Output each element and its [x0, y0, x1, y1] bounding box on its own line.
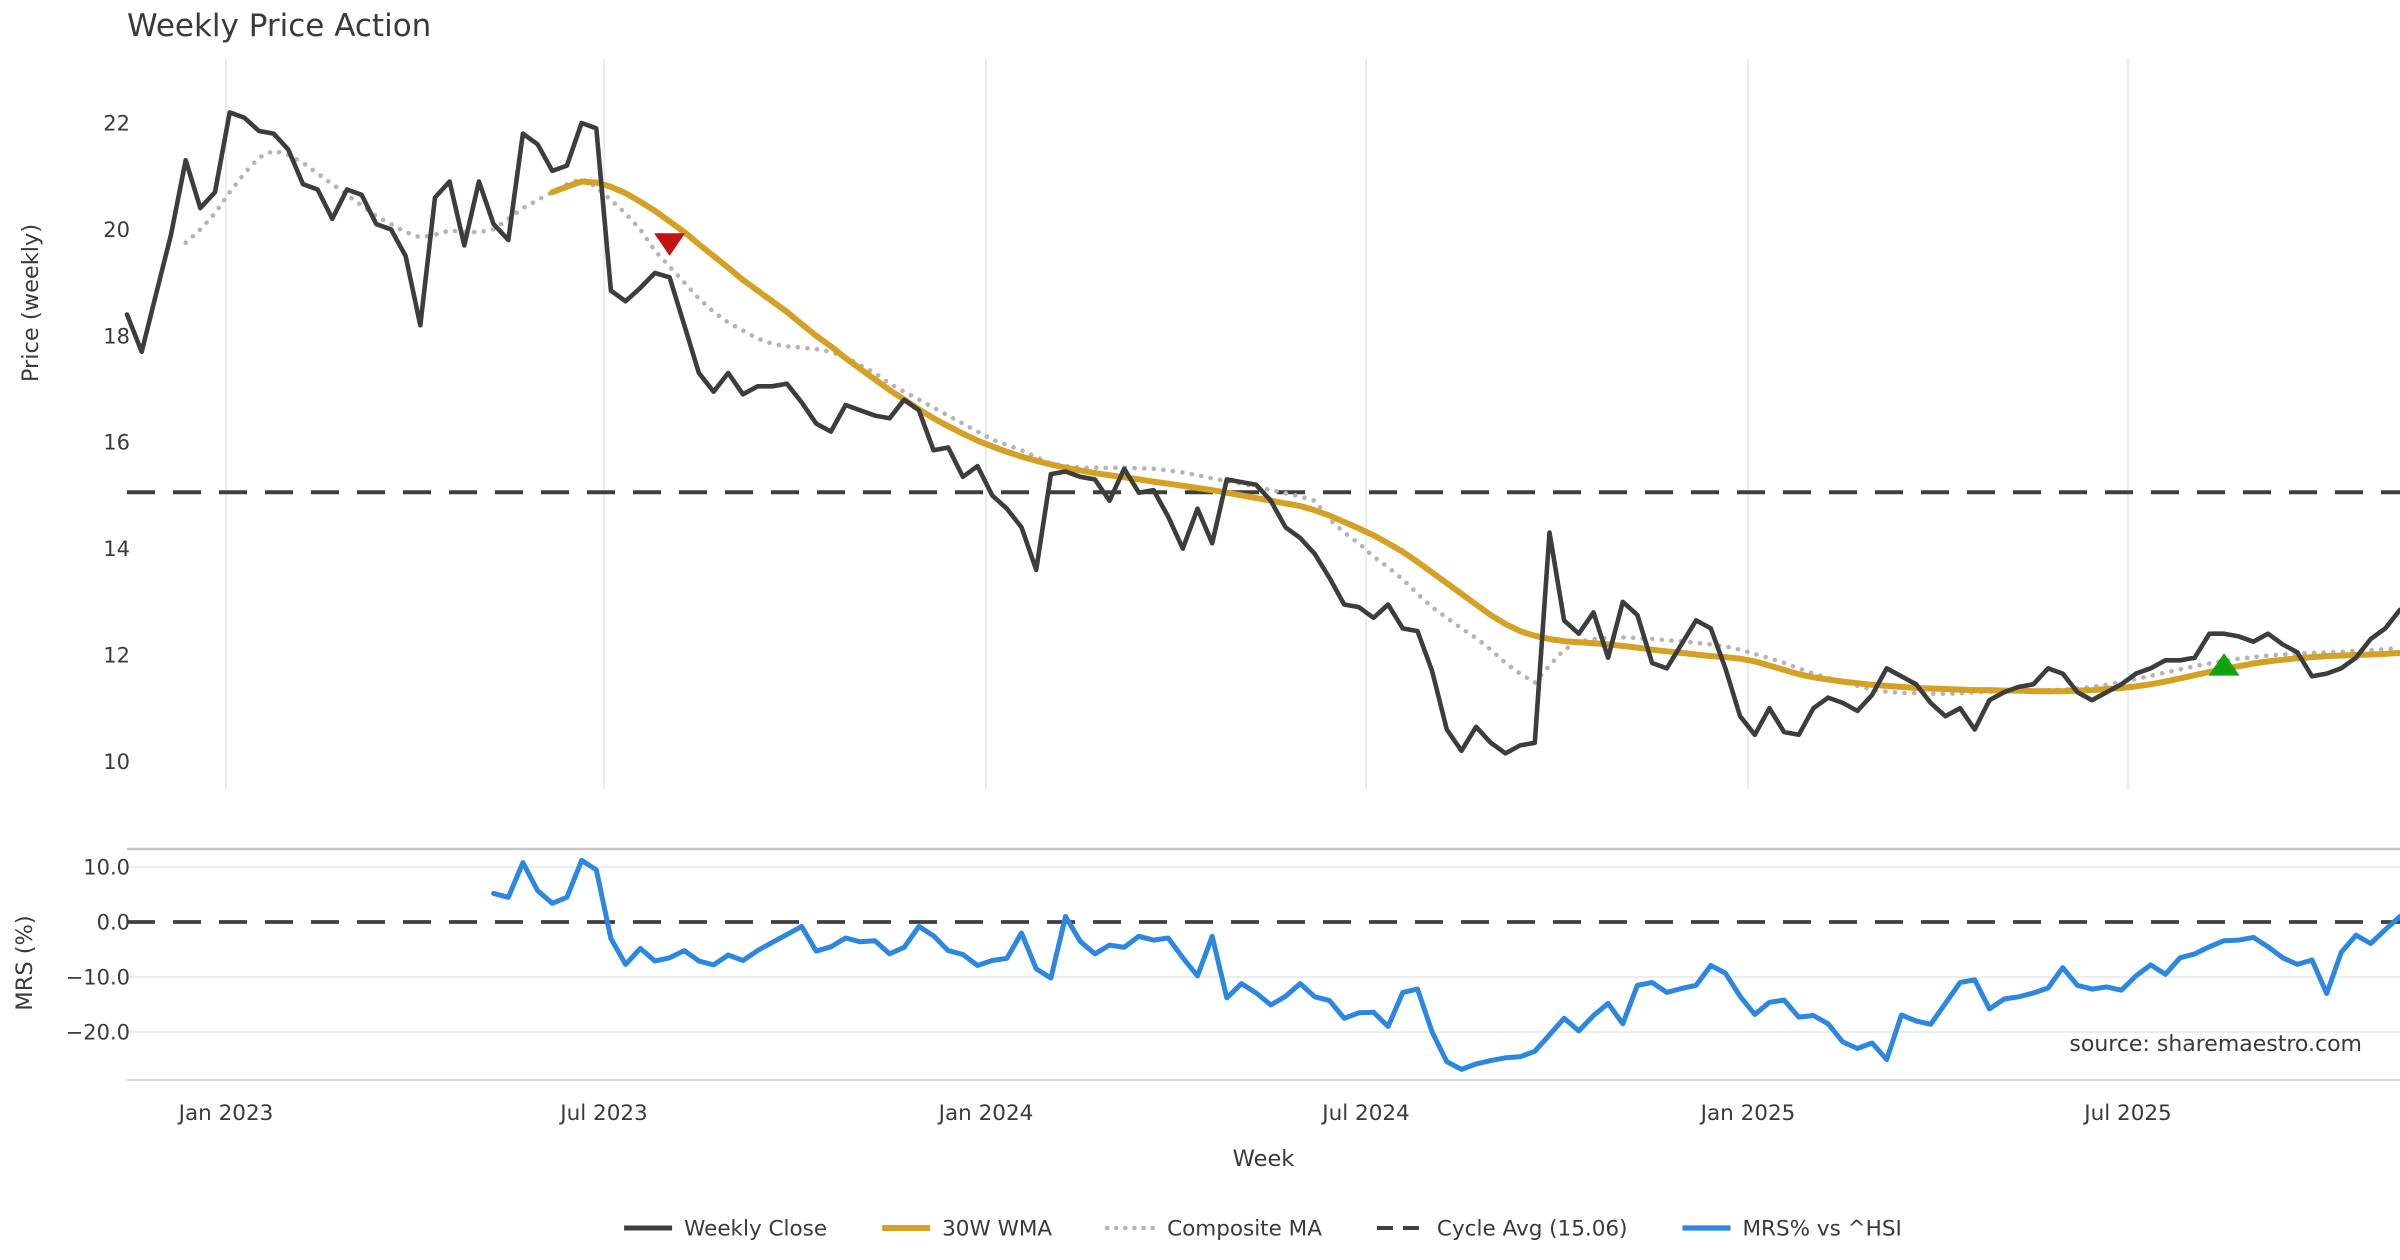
x-tick-label: Jan 2025 — [1699, 1101, 1796, 1126]
legend-item: 30W WMA — [882, 1217, 1052, 1242]
wma-30w-line — [549, 178, 2400, 695]
mrs-tick-label: 0.0 — [97, 911, 130, 935]
gridlines — [127, 58, 2400, 1081]
mrs-axis-label: MRS (%) — [12, 915, 38, 1010]
sell-signal-marker — [654, 233, 686, 256]
legend: Weekly Close 30W WMA Composite MA Cycle Avg… — [624, 1217, 1902, 1242]
price-tick-label: 16 — [103, 431, 130, 455]
price-tick-label: 20 — [103, 218, 130, 242]
source-note: source: sharemaestro.com — [2069, 1032, 2362, 1057]
price-tick-label: 12 — [103, 644, 130, 668]
buy-signal-marker — [2208, 653, 2240, 676]
x-tick-label: Jul 2024 — [1320, 1101, 1410, 1126]
price-axis-label: Price (weekly) — [18, 224, 44, 382]
x-tick-label: Jul 2023 — [558, 1101, 648, 1126]
mrs-line — [491, 857, 2400, 1072]
legend-label: MRS% vs ^HSI — [1743, 1217, 1902, 1242]
x-tick-label: Jan 2024 — [937, 1101, 1034, 1126]
legend-item: Composite MA — [1104, 1217, 1322, 1242]
weekly-close-line — [124, 110, 2400, 756]
x-tick-label: Jan 2023 — [177, 1101, 274, 1126]
legend-label: 30W WMA — [942, 1217, 1052, 1242]
mrs-tick-label: 10.0 — [83, 856, 130, 880]
mrs-tick-label: −10.0 — [66, 966, 130, 990]
legend-label: Cycle Avg (15.06) — [1437, 1217, 1628, 1242]
price-tick-label: 14 — [103, 537, 130, 561]
composite-ma-line — [183, 148, 2400, 697]
price-tick-label: 10 — [103, 750, 130, 774]
chart-title: Weekly Price Action — [127, 8, 431, 44]
x-tick-label: Jul 2025 — [2082, 1101, 2172, 1126]
legend-item: Weekly Close — [624, 1217, 827, 1242]
legend-label: Weekly Close — [684, 1217, 827, 1242]
price-tick-label: 22 — [103, 112, 130, 136]
x-axis-label: Week — [1233, 1146, 1295, 1172]
legend-item: Cycle Avg (15.06) — [1376, 1217, 1628, 1242]
legend-label: Composite MA — [1167, 1217, 1322, 1242]
mrs-tick-label: −20.0 — [66, 1021, 130, 1045]
price-tick-label: 18 — [103, 324, 130, 348]
legend-item: MRS% vs ^HSI — [1682, 1217, 1902, 1242]
